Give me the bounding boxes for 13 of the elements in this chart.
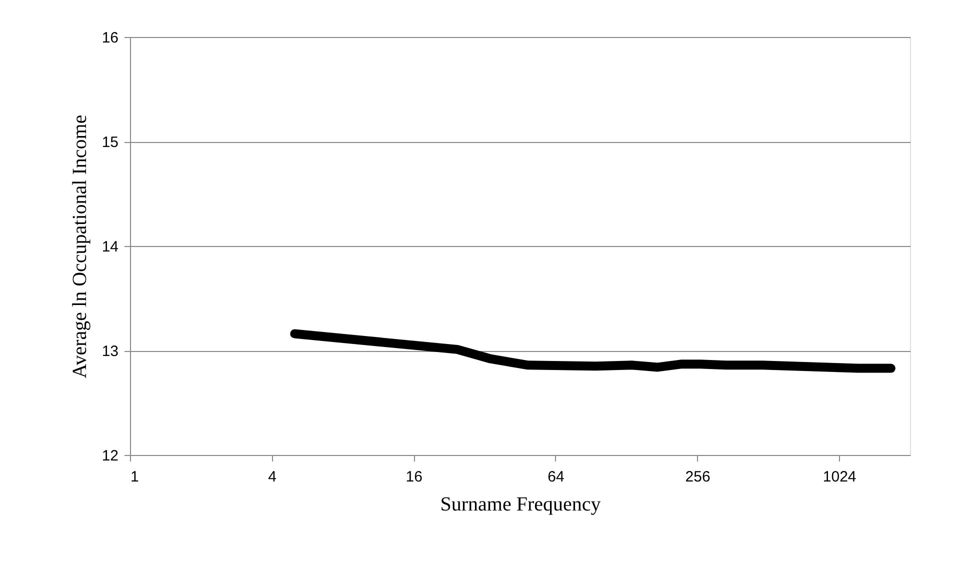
y-tick-label: 12 — [102, 448, 118, 464]
x-tick-label: 4 — [268, 468, 276, 486]
y-tick-label: 13 — [102, 343, 118, 360]
x-tick-label: 256 — [685, 468, 710, 486]
x-tick-label: 1024 — [822, 468, 856, 486]
x-tick-label: 64 — [548, 468, 564, 486]
y-tick-label: 16 — [102, 30, 118, 46]
y-axis-title: Average ln Occupational Income — [68, 114, 91, 378]
y-tick-label: 14 — [102, 238, 118, 256]
x-tick-label: 1 — [130, 468, 139, 486]
y-tick-label: 15 — [102, 134, 118, 151]
x-axis-title: Surname Frequency — [440, 494, 601, 516]
x-tick-label: 16 — [406, 468, 422, 486]
